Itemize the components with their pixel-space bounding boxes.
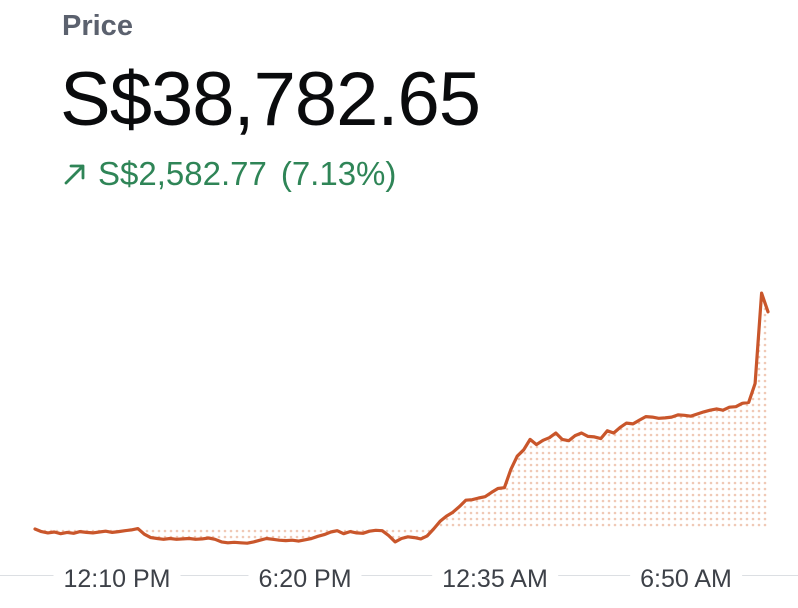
price-line: [33, 291, 770, 545]
change-amount: S$2,582.77: [98, 155, 267, 192]
x-tick-label: 6:50 AM: [630, 563, 742, 595]
x-tick-label: 12:35 AM: [432, 563, 558, 595]
current-price: S$38,782.65: [60, 57, 481, 142]
x-tick-label: 6:20 PM: [248, 563, 362, 595]
price-label: Price: [62, 10, 133, 42]
price-change: S$2,582.77 (7.13%): [62, 152, 396, 196]
x-axis-line: [0, 575, 798, 576]
arrow-up-right-icon: [64, 164, 85, 185]
change-percent: (7.13%): [280, 155, 397, 192]
x-tick-label: 12:10 PM: [53, 563, 181, 595]
price-area-fill: [35, 293, 768, 544]
